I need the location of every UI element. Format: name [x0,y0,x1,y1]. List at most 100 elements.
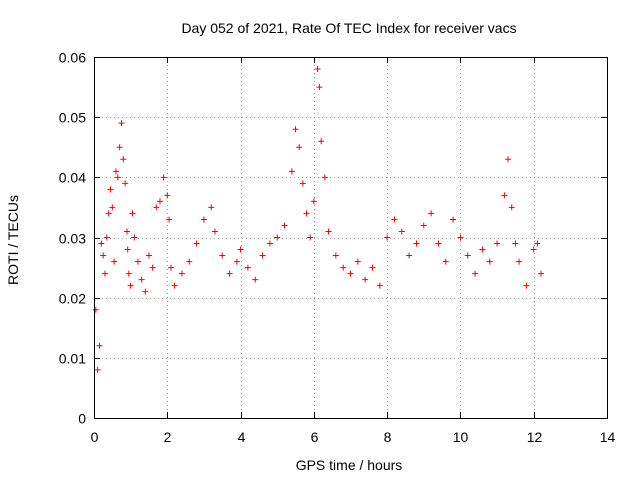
y-tick-label: 0.01 [59,351,86,367]
x-tick-label: 6 [311,429,319,445]
data-point [307,234,314,241]
data-point [479,246,486,253]
scatter-points [92,66,545,373]
data-point [435,240,442,247]
data-point [288,168,295,175]
data-point [508,204,515,211]
chart-title: Day 052 of 2021, Rate Of TEC Index for r… [181,20,516,36]
x-axis-label: GPS time / hours [296,457,403,473]
data-point [442,258,449,265]
data-point [142,288,149,295]
data-point [219,252,226,259]
data-point [149,264,156,271]
data-point [109,204,116,211]
x-tick-label: 8 [384,429,392,445]
data-point [428,210,435,217]
data-point [369,264,376,271]
x-tick-label: 2 [164,429,172,445]
data-point [516,258,523,265]
data-point [164,192,171,199]
data-point [120,156,127,163]
y-tick-label: 0.03 [59,231,86,247]
x-tick-label: 10 [453,429,469,445]
data-point [125,270,132,277]
data-point [211,228,218,235]
data-point [391,216,398,223]
data-point [398,228,405,235]
data-point [457,234,464,241]
data-point [534,240,541,247]
x-tick-label: 4 [238,429,246,445]
data-point [171,282,178,289]
data-point [303,210,310,217]
data-point [244,264,251,271]
y-tick-label: 0.05 [59,110,86,126]
data-point [376,282,383,289]
data-point [96,342,103,349]
x-tick-label: 14 [600,429,616,445]
data-point [292,126,299,133]
data-point [200,216,207,223]
data-point [134,258,141,265]
data-point [413,240,420,247]
data-point [166,216,173,223]
data-point [505,156,512,163]
data-point [266,240,273,247]
data-point [114,174,121,181]
data-point [354,258,361,265]
data-point [340,264,347,271]
data-point [98,240,105,247]
data-point [318,138,325,145]
x-tick-label: 12 [527,429,543,445]
data-point [310,198,317,205]
data-point [486,258,493,265]
data-point [153,204,160,211]
data-point [226,270,233,277]
data-point [178,270,185,277]
data-point [538,270,545,277]
data-point [259,252,266,259]
data-point [321,174,328,181]
data-point [145,252,152,259]
data-point [105,210,112,217]
data-point [523,282,530,289]
data-point [464,252,471,259]
data-point [281,222,288,229]
data-point [193,240,200,247]
data-point [296,144,303,151]
tick-labels: 0 2 4 6 8 10 12 14 0 0.01 0.02 0.03 0.04 0.05 0.06 [59,50,616,446]
y-tick-label: 0.06 [59,50,86,66]
data-point [186,258,193,265]
grid-lines [94,57,607,418]
data-point [101,270,108,277]
data-point [107,186,114,193]
data-point [472,270,479,277]
data-point [314,66,321,73]
data-point [92,306,99,313]
data-point [124,246,131,253]
data-point [530,246,537,253]
y-axis-label: ROTI / TECUs [5,195,21,285]
data-point [131,234,138,241]
data-point [208,204,215,211]
data-point [406,252,413,259]
data-point [233,258,240,265]
data-point [347,270,354,277]
data-point [122,180,129,187]
data-point [384,234,391,241]
data-point [116,144,123,151]
data-point [156,198,163,205]
data-point [501,192,508,199]
y-tick-label: 0 [78,411,86,427]
data-point [274,234,281,241]
data-point [299,180,306,187]
data-point [325,228,332,235]
data-point [160,174,167,181]
data-point [138,276,145,283]
data-point [237,246,244,253]
y-tick-label: 0.02 [59,291,86,307]
data-point [420,222,427,229]
data-point [362,276,369,283]
axis-ticks [94,57,608,419]
